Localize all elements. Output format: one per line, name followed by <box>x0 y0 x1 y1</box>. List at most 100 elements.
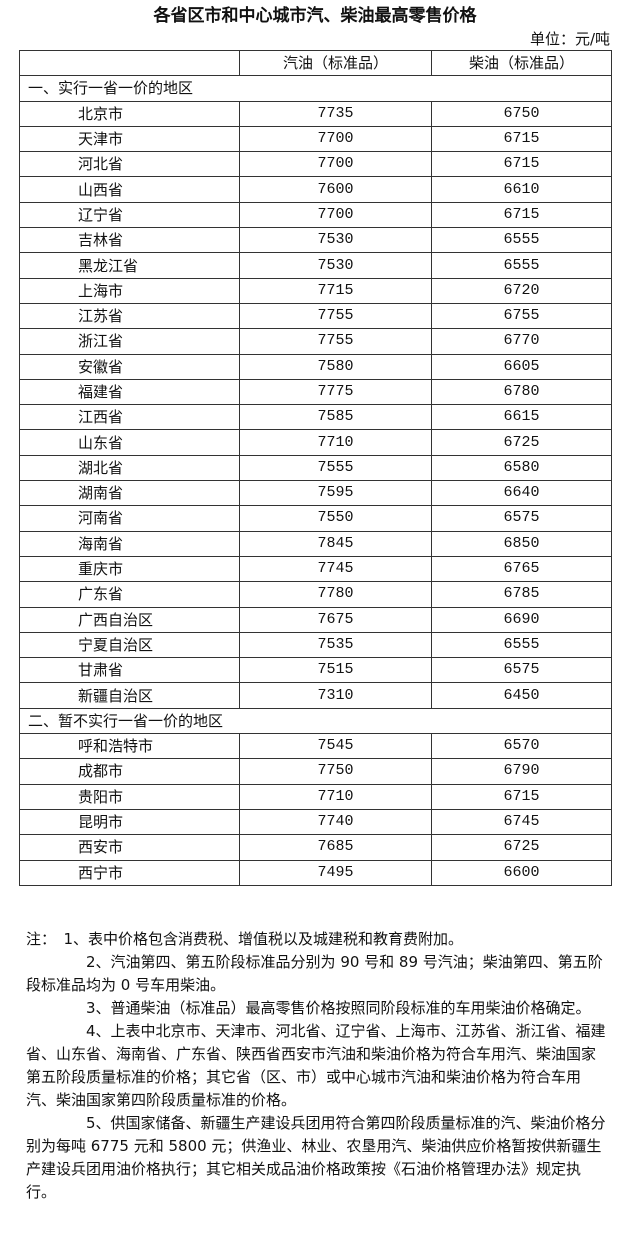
diesel-price-cell: 6780 <box>431 378 612 406</box>
gasoline-price-cell: 7585 <box>239 404 432 431</box>
gasoline-price-cell: 7535 <box>239 631 432 659</box>
table-row: 江苏省 7755 6755 <box>19 302 612 330</box>
section-label: 二、暂不实行一省一价的地区 <box>19 707 612 735</box>
section-row: 二、暂不实行一省一价的地区 <box>19 707 612 735</box>
gasoline-price-cell: 7545 <box>239 733 432 760</box>
gasoline-price-cell: 7550 <box>239 505 432 532</box>
note-item: 4、上表中北京市、天津市、河北省、辽宁省、上海市、江苏省、浙江省、福建省、山东省… <box>26 1022 606 1109</box>
region-cell: 山西省 <box>19 176 240 203</box>
diesel-price-cell: 6575 <box>431 657 612 684</box>
region-cell: 西安市 <box>19 834 240 861</box>
diesel-price-cell: 6580 <box>431 454 612 482</box>
table-row: 福建省 7775 6780 <box>19 378 612 406</box>
diesel-price-cell: 6725 <box>431 429 612 456</box>
header-region <box>19 49 240 77</box>
notes: 注： 1、表中价格包含消费税、增值税以及城建税和教育费附加。 2、汽油第四、第五阶… <box>26 928 608 1204</box>
region-cell: 昆明市 <box>19 808 240 836</box>
diesel-price-cell: 6610 <box>431 176 612 203</box>
table-row: 江西省 7585 6615 <box>19 404 612 431</box>
region-cell: 河南省 <box>19 505 240 532</box>
region-cell: 上海市 <box>19 277 240 304</box>
table-row: 黑龙江省 7530 6555 <box>19 252 612 279</box>
region-cell: 湖南省 <box>19 480 240 507</box>
region-cell: 辽宁省 <box>19 201 240 229</box>
diesel-price-cell: 6615 <box>431 404 612 431</box>
table-row: 辽宁省 7700 6715 <box>19 201 612 229</box>
gasoline-price-cell: 7675 <box>239 606 432 633</box>
table-row: 安徽省 7580 6605 <box>19 353 612 380</box>
gasoline-price-cell: 7710 <box>239 783 432 810</box>
diesel-price-cell: 6690 <box>431 606 612 633</box>
gasoline-price-cell: 7595 <box>239 480 432 507</box>
region-cell: 广东省 <box>19 581 240 608</box>
region-cell: 山东省 <box>19 429 240 456</box>
table-row: 山西省 7600 6610 <box>19 176 612 203</box>
table-row: 贵阳市 7710 6715 <box>19 783 612 810</box>
region-cell: 重庆市 <box>19 555 240 583</box>
table-row: 浙江省 7755 6770 <box>19 328 612 355</box>
diesel-price-cell: 6605 <box>431 353 612 380</box>
diesel-price-cell: 6715 <box>431 783 612 810</box>
gasoline-price-cell: 7555 <box>239 454 432 482</box>
diesel-price-cell: 6450 <box>431 682 612 709</box>
region-cell: 河北省 <box>19 151 240 178</box>
table-row: 山东省 7710 6725 <box>19 429 612 456</box>
region-cell: 成都市 <box>19 758 240 785</box>
gasoline-price-cell: 7755 <box>239 302 432 330</box>
gasoline-price-cell: 7710 <box>239 429 432 456</box>
region-cell: 广西自治区 <box>19 606 240 633</box>
diesel-price-cell: 6715 <box>431 151 612 178</box>
region-cell: 贵阳市 <box>19 783 240 810</box>
gasoline-price-cell: 7745 <box>239 555 432 583</box>
region-cell: 江苏省 <box>19 302 240 330</box>
note-item: 5、供国家储备、新疆生产建设兵团用符合第四阶段质量标准的汽、柴油价格分别为每吨 … <box>26 1114 606 1201</box>
table-row: 北京市 7735 6750 <box>19 100 612 127</box>
document-title: 各省区市和中心城市汽、柴油最高零售价格 <box>153 6 477 26</box>
region-cell: 甘肃省 <box>19 657 240 684</box>
region-cell: 北京市 <box>19 100 240 127</box>
diesel-price-cell: 6555 <box>431 631 612 659</box>
diesel-price-cell: 6765 <box>431 555 612 583</box>
header-diesel: 柴油（标准品） <box>431 49 612 77</box>
diesel-price-cell: 6600 <box>431 859 612 886</box>
gasoline-price-cell: 7530 <box>239 252 432 279</box>
table-row: 河南省 7550 6575 <box>19 505 612 532</box>
price-table: 汽油（标准品） 柴油（标准品） 一、实行一省一价的地区 北京市 7735 6750 天津… <box>19 49 612 886</box>
diesel-price-cell: 6790 <box>431 758 612 785</box>
gasoline-price-cell: 7530 <box>239 227 432 254</box>
diesel-price-cell: 6555 <box>431 252 612 279</box>
gasoline-price-cell: 7715 <box>239 277 432 304</box>
table-row: 河北省 7700 6715 <box>19 151 612 178</box>
section-row: 一、实行一省一价的地区 <box>19 75 612 102</box>
table-row: 西宁市 7495 6600 <box>19 859 612 886</box>
diesel-price-cell: 6725 <box>431 834 612 861</box>
diesel-price-cell: 6715 <box>431 125 612 153</box>
diesel-price-cell: 6850 <box>431 530 612 557</box>
table-row: 成都市 7750 6790 <box>19 758 612 785</box>
diesel-price-cell: 6715 <box>431 201 612 229</box>
gasoline-price-cell: 7780 <box>239 581 432 608</box>
table-row: 天津市 7700 6715 <box>19 125 612 153</box>
gasoline-price-cell: 7310 <box>239 682 432 709</box>
gasoline-price-cell: 7495 <box>239 859 432 886</box>
table-row: 西安市 7685 6725 <box>19 834 612 861</box>
note-item: 2、汽油第四、第五阶段标准品分别为 90 号和 89 号汽油；柴油第四、第五阶段… <box>26 953 603 994</box>
note-item: 注： 1、表中价格包含消费税、增值税以及城建税和教育费附加。 <box>26 930 464 948</box>
gasoline-price-cell: 7700 <box>239 201 432 229</box>
gasoline-price-cell: 7735 <box>239 100 432 127</box>
table-row: 宁夏自治区 7535 6555 <box>19 631 612 659</box>
gasoline-price-cell: 7740 <box>239 808 432 836</box>
diesel-price-cell: 6770 <box>431 328 612 355</box>
diesel-price-cell: 6555 <box>431 227 612 254</box>
diesel-price-cell: 6720 <box>431 277 612 304</box>
unit-label: 单位：元/吨 <box>529 30 610 48</box>
header-gasoline: 汽油（标准品） <box>239 49 432 77</box>
table-row: 新疆自治区 7310 6450 <box>19 682 612 709</box>
table-row: 吉林省 7530 6555 <box>19 227 612 254</box>
diesel-price-cell: 6785 <box>431 581 612 608</box>
table-row: 甘肃省 7515 6575 <box>19 657 612 684</box>
region-cell: 吉林省 <box>19 227 240 254</box>
region-cell: 海南省 <box>19 530 240 557</box>
gasoline-price-cell: 7755 <box>239 328 432 355</box>
region-cell: 天津市 <box>19 125 240 153</box>
